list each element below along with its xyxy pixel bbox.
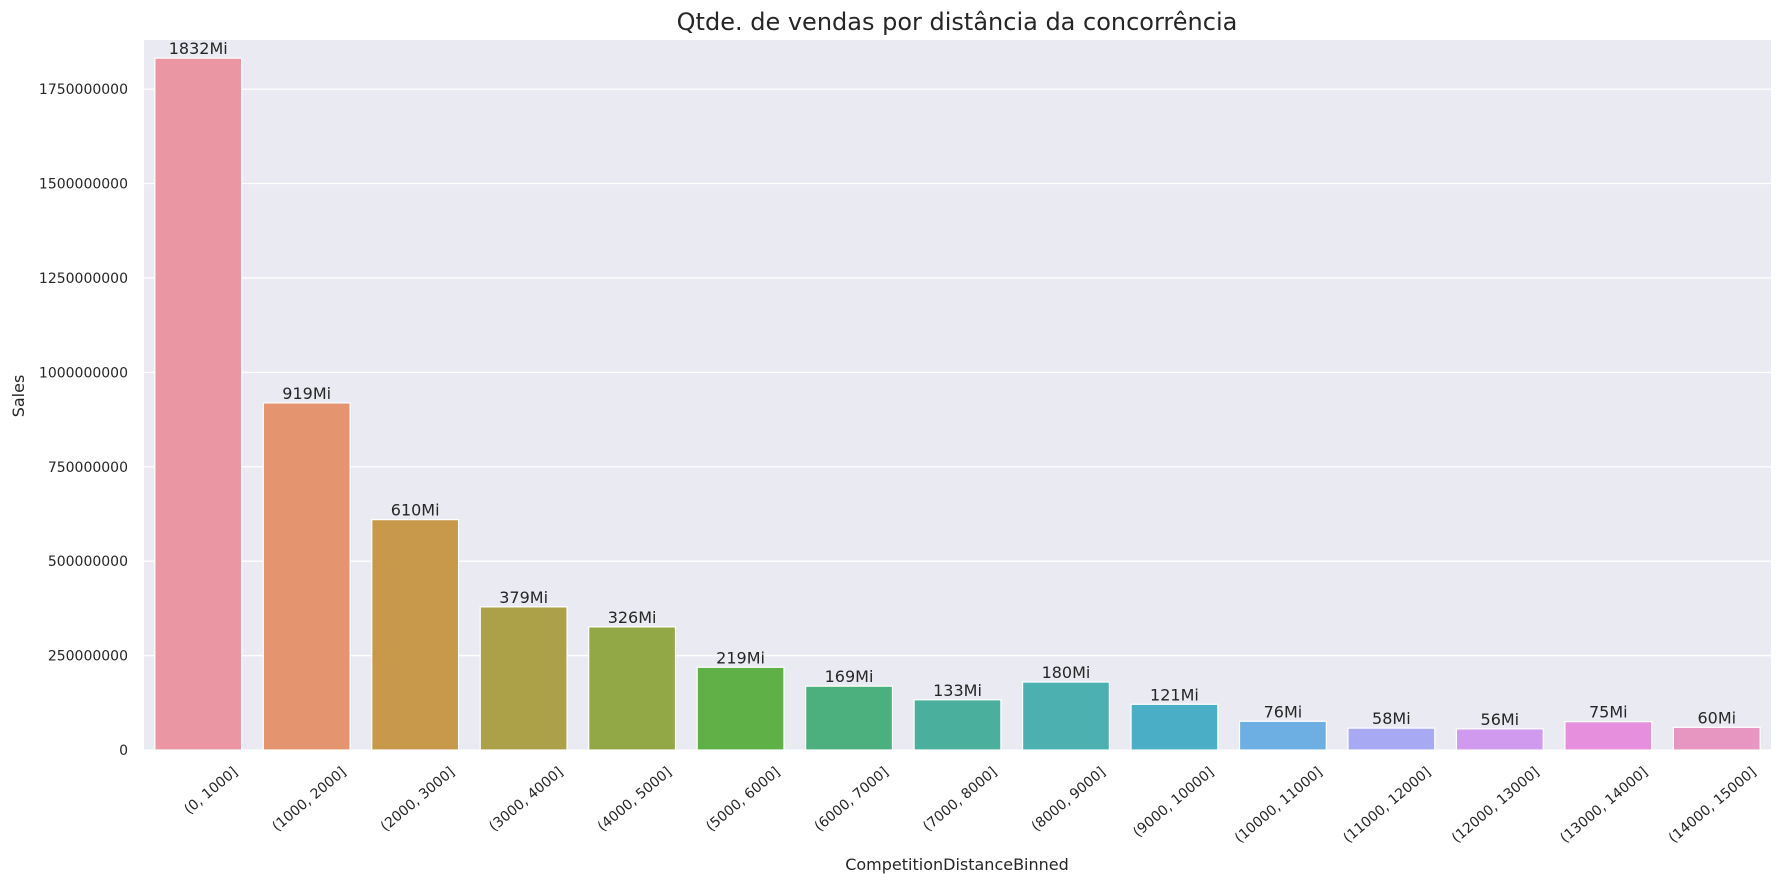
bar-value-label: 60Mi [1697, 708, 1736, 727]
x-tick-label: (13000, 14000] [1557, 764, 1651, 846]
bar-value-label: 56Mi [1481, 710, 1520, 729]
bar-value-label: 219Mi [716, 648, 765, 667]
bar [1130, 703, 1219, 751]
y-tick-label: 1500000000 [39, 177, 128, 193]
x-tick-label: (9000, 10000] [1130, 764, 1217, 841]
bar [696, 666, 785, 751]
bar [1455, 728, 1544, 751]
bar [1021, 681, 1110, 751]
bars [154, 57, 1761, 751]
x-tick-label: (1000, 2000] [269, 764, 349, 835]
bar [1238, 720, 1327, 751]
bar [588, 626, 677, 751]
bar [262, 402, 351, 751]
bar-value-label: 58Mi [1372, 709, 1411, 728]
bar [371, 519, 460, 751]
x-tick-label: (3000, 4000] [486, 764, 566, 835]
x-tick-label: (14000, 15000] [1666, 764, 1760, 846]
y-tick-label: 0 [119, 743, 128, 759]
bar-value-label: 919Mi [282, 384, 331, 403]
bar [805, 685, 894, 751]
x-tick-label: (10000, 11000] [1232, 764, 1326, 846]
x-tick-label: (2000, 3000] [378, 764, 458, 835]
x-tick-label: (8000, 9000] [1029, 764, 1109, 835]
x-axis-ticks: (0, 1000] (1000, 2000] (2000, 3000] (3000, … [181, 764, 1759, 846]
x-tick-label: (0, 1000] [181, 764, 241, 818]
bar-value-labels: 1832Mi 919Mi 610Mi 379Mi 326Mi 219Mi 169Mi 133M… [169, 39, 1736, 729]
bar-value-label: 379Mi [499, 588, 548, 607]
x-axis-label: CompetitionDistanceBinned [845, 855, 1069, 874]
y-axis-label: Sales [9, 375, 28, 418]
bar-value-label: 76Mi [1264, 702, 1303, 721]
y-tick-label: 1750000000 [39, 82, 128, 98]
bar-value-label: 1832Mi [169, 39, 228, 58]
bar [479, 606, 568, 751]
chart-title: Qtde. de vendas por distância da concorr… [677, 8, 1238, 36]
bar-value-label: 121Mi [1150, 685, 1199, 704]
bar [913, 699, 1002, 751]
bar-value-label: 610Mi [391, 501, 440, 520]
bar [1347, 727, 1436, 751]
y-tick-label: 1250000000 [39, 271, 128, 287]
bar-value-label: 75Mi [1589, 703, 1628, 722]
y-axis-ticks: 0 250000000 500000000 750000000 1000000000 12… [39, 82, 128, 759]
x-tick-label: (4000, 5000] [595, 764, 675, 835]
bar-value-label: 326Mi [608, 608, 657, 627]
x-tick-label: (5000, 6000] [703, 764, 783, 835]
y-tick-label: 750000000 [48, 460, 128, 476]
y-tick-label: 1000000000 [39, 365, 128, 381]
x-tick-label: (6000, 7000] [812, 764, 892, 835]
y-tick-label: 500000000 [48, 554, 128, 570]
bar-value-label: 133Mi [933, 681, 982, 700]
bar [154, 57, 243, 751]
bar [1564, 721, 1653, 751]
bar-value-label: 169Mi [825, 667, 874, 686]
x-tick-label: (11000, 12000] [1340, 764, 1434, 846]
y-tick-label: 250000000 [48, 649, 128, 665]
bar [1672, 726, 1761, 751]
bar-value-label: 180Mi [1042, 663, 1091, 682]
x-tick-label: (12000, 13000] [1449, 764, 1543, 846]
x-tick-label: (7000, 8000] [920, 764, 1000, 835]
